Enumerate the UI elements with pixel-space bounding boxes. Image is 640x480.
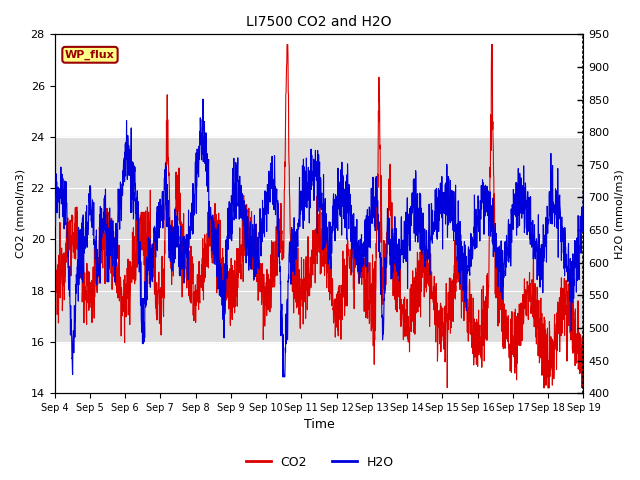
Y-axis label: CO2 (mmol/m3): CO2 (mmol/m3) (15, 169, 25, 258)
Legend: CO2, H2O: CO2, H2O (241, 451, 399, 474)
Bar (54, 137, 584, 342)
Title: LI7500 CO2 and H2O: LI7500 CO2 and H2O (246, 15, 392, 29)
X-axis label: Time: Time (303, 419, 334, 432)
Y-axis label: H2O (mmol/m3): H2O (mmol/m3) (615, 169, 625, 259)
Text: WP_flux: WP_flux (65, 49, 115, 60)
